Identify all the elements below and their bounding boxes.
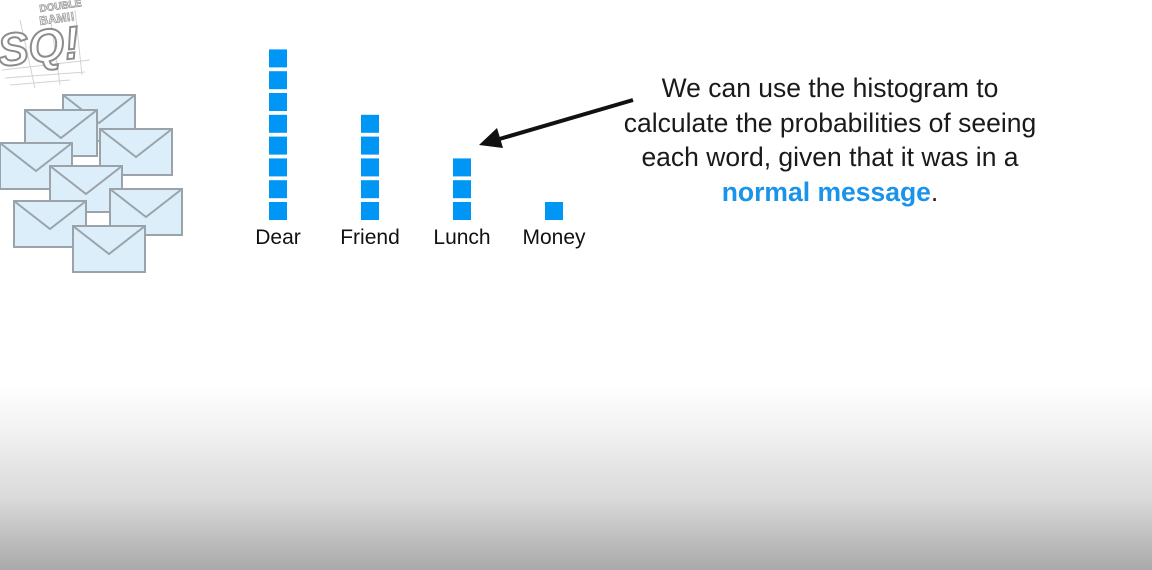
bar-unit-dear (269, 71, 287, 90)
logo-bam-text: BAM!! (38, 9, 75, 28)
bar-unit-dear (269, 49, 287, 68)
bar-unit-dear (269, 136, 287, 155)
bar-unit-friend (361, 202, 379, 220)
pointer-arrow (479, 98, 634, 148)
explanation-body: We can use the histogram to calculate th… (623, 73, 1037, 172)
normal-message-highlight: normal message (721, 176, 931, 207)
envelope-icon (72, 225, 146, 273)
bar-unit-dear (269, 202, 287, 220)
bar-unit-lunch (453, 202, 471, 220)
bar-unit-friend (361, 158, 379, 177)
x-tick-label-money: Money (522, 226, 586, 249)
bar-unit-friend (361, 180, 379, 199)
word-histogram: Dear Friend Lunch Money (255, 49, 586, 249)
bar-unit-money (545, 202, 563, 220)
bar-unit-dear (269, 114, 287, 133)
bar-unit-dear (269, 158, 287, 177)
bar-unit-lunch (453, 180, 471, 199)
envelopes-illustration (0, 94, 183, 273)
bar-unit-dear (269, 93, 287, 111)
logo-sq-text: SQ! (0, 16, 82, 76)
bar-unit-friend (361, 136, 379, 155)
x-tick-label-friend: Friend (340, 226, 400, 249)
bar-unit-lunch (453, 158, 471, 177)
x-tick-label-lunch: Lunch (433, 226, 490, 249)
explanation-text: We can use the histogram to calculate th… (610, 71, 1050, 209)
bar-unit-friend (361, 114, 379, 133)
statquest-logo: DOUBLE BAM!! SQ! (0, 0, 91, 89)
x-tick-label-dear: Dear (255, 226, 301, 249)
explanation-end: . (930, 176, 939, 207)
bar-unit-dear (269, 180, 287, 199)
